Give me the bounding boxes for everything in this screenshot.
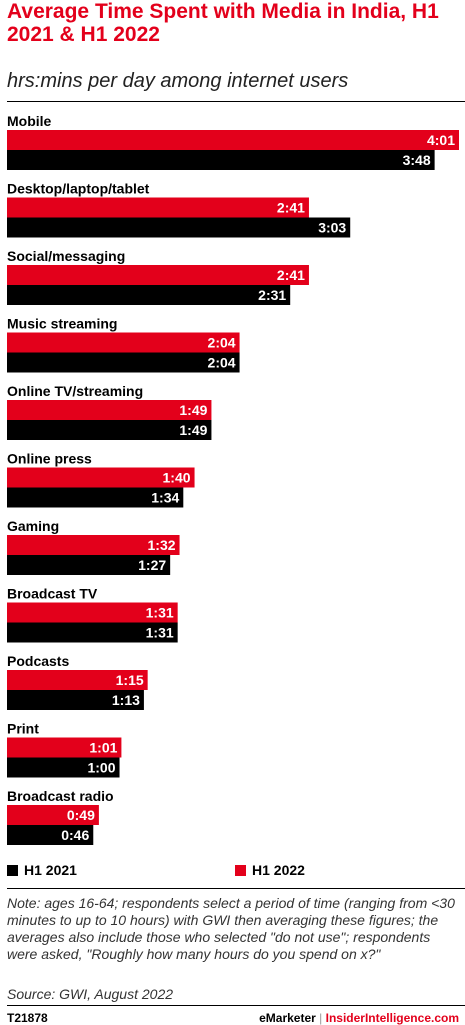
data-label-online-press-h1-2022: 1:40 xyxy=(163,470,191,486)
bar-music-streaming-h1-2021 xyxy=(7,352,240,373)
data-label-broadcast-tv-h1-2022: 1:31 xyxy=(146,605,174,621)
data-label-social-messaging-h1-2022: 2:41 xyxy=(277,267,305,283)
data-label-music-streaming-h1-2021: 2:04 xyxy=(208,355,236,371)
category-label-gaming: Gaming xyxy=(7,518,59,534)
bar-online-press-h1-2021 xyxy=(7,487,184,508)
data-label-music-streaming-h1-2022: 2:04 xyxy=(208,335,236,351)
bar-desktop-laptop-tablet-h1-2022 xyxy=(7,197,309,218)
data-label-social-messaging-h1-2021: 2:31 xyxy=(258,287,286,303)
category-label-online-tv-streaming: Online TV/streaming xyxy=(7,383,143,399)
bar-broadcast-tv-h1-2022 xyxy=(7,602,178,623)
bar-online-tv-streaming-h1-2022 xyxy=(7,400,212,420)
legend-label-h1-2021: H1 2021 xyxy=(24,862,77,878)
brand-insider-intelligence: InsiderIntelligence.com xyxy=(325,1011,459,1025)
data-label-print-h1-2022: 1:01 xyxy=(89,740,117,756)
category-label-broadcast-radio: Broadcast radio xyxy=(7,788,114,804)
bar-print-h1-2022 xyxy=(7,737,122,758)
data-label-broadcast-tv-h1-2021: 1:31 xyxy=(146,625,174,641)
data-label-podcasts-h1-2022: 1:15 xyxy=(116,672,144,688)
chart-note: Note: ages 16-64; respondents select a p… xyxy=(7,895,455,962)
top-rule xyxy=(7,101,465,102)
bar-broadcast-radio-h1-2022 xyxy=(7,805,99,825)
category-label-music-streaming: Music streaming xyxy=(7,316,117,332)
category-label-broadcast-tv: Broadcast TV xyxy=(7,586,98,602)
bar-online-press-h1-2022 xyxy=(7,467,195,488)
bar-podcasts-h1-2022 xyxy=(7,670,148,690)
data-label-broadcast-radio-h1-2022: 0:49 xyxy=(67,807,95,823)
data-label-mobile-h1-2022: 4:01 xyxy=(427,132,455,148)
bar-chart: Mobile 4:01 3:48 Desktop/laptop/tablet 2:41 3… xyxy=(7,113,459,845)
data-label-print-h1-2021: 1:00 xyxy=(87,760,115,776)
bar-mobile-h1-2022 xyxy=(7,130,459,150)
data-label-gaming-h1-2021: 1:27 xyxy=(138,557,166,573)
bar-broadcast-radio-h1-2021 xyxy=(7,825,94,845)
footer-rule xyxy=(7,1005,465,1006)
bar-podcasts-h1-2021 xyxy=(7,690,144,710)
legend-label-h1-2022: H1 2022 xyxy=(252,862,305,878)
data-label-mobile-h1-2021: 3:48 xyxy=(403,152,431,168)
bar-online-tv-streaming-h1-2021 xyxy=(7,420,212,440)
category-label-social-messaging: Social/messaging xyxy=(7,248,125,264)
chart-subtitle: hrs:mins per day among internet users xyxy=(7,70,349,92)
chart-title: Average Time Spent with Media in India, … xyxy=(7,0,439,46)
category-label-podcasts: Podcasts xyxy=(7,653,69,669)
data-label-desktop-laptop-tablet-h1-2022: 2:41 xyxy=(277,200,305,216)
chart-id: T21878 xyxy=(7,1011,48,1025)
brand-footer: eMarketer | InsiderIntelligence.com xyxy=(259,1011,459,1025)
data-label-online-tv-streaming-h1-2021: 1:49 xyxy=(179,422,207,438)
data-label-broadcast-radio-h1-2021: 0:46 xyxy=(61,827,89,843)
chart-source: Source: GWI, August 2022 xyxy=(7,986,174,1002)
category-label-mobile: Mobile xyxy=(7,113,52,129)
bar-social-messaging-h1-2022 xyxy=(7,265,309,285)
category-label-online-press: Online press xyxy=(7,451,92,467)
legend-swatch-h1-2022 xyxy=(235,865,246,876)
category-label-desktop-laptop-tablet: Desktop/laptop/tablet xyxy=(7,181,150,197)
brand-emarketer: eMarketer xyxy=(259,1011,316,1025)
bar-mobile-h1-2021 xyxy=(7,150,435,170)
bar-gaming-h1-2022 xyxy=(7,535,180,555)
bar-gaming-h1-2021 xyxy=(7,555,171,575)
data-label-online-tv-streaming-h1-2022: 1:49 xyxy=(179,402,207,418)
legend-swatch-h1-2021 xyxy=(7,865,18,876)
bar-social-messaging-h1-2021 xyxy=(7,285,291,305)
data-label-online-press-h1-2021: 1:34 xyxy=(151,490,179,506)
data-label-gaming-h1-2022: 1:32 xyxy=(148,537,176,553)
category-label-print: Print xyxy=(7,721,39,737)
bar-print-h1-2021 xyxy=(7,757,120,778)
bar-desktop-laptop-tablet-h1-2021 xyxy=(7,217,351,238)
bar-music-streaming-h1-2022 xyxy=(7,332,240,353)
data-label-desktop-laptop-tablet-h1-2021: 3:03 xyxy=(318,220,346,236)
data-label-podcasts-h1-2021: 1:13 xyxy=(112,692,140,708)
bar-broadcast-tv-h1-2021 xyxy=(7,622,178,643)
brand-separator: | xyxy=(319,1011,323,1025)
note-rule xyxy=(7,888,465,889)
